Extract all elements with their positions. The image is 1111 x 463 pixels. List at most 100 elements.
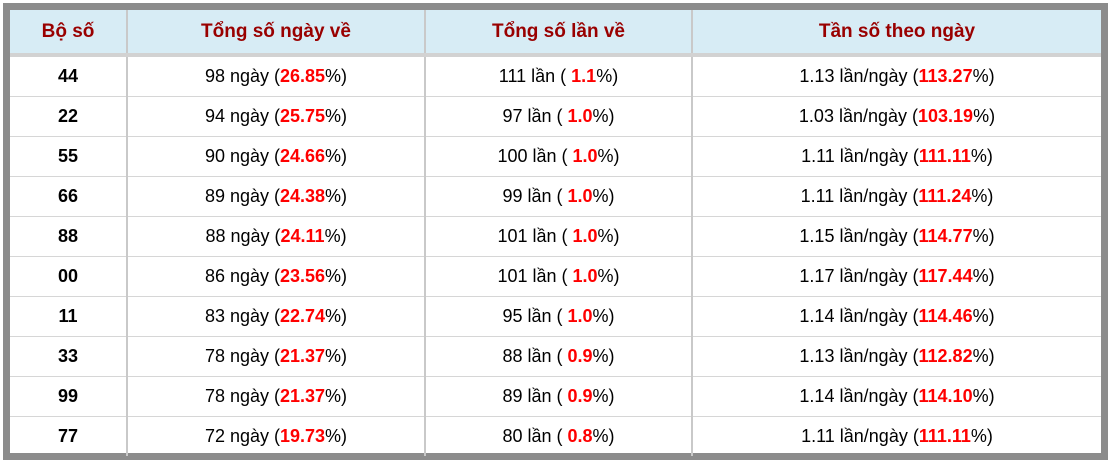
times-text: 99 lần ( — [502, 186, 568, 206]
days-text: 88 ngày ( — [205, 226, 281, 246]
days-text: 98 ngày ( — [204, 66, 280, 86]
cell-pair: 77 — [10, 417, 127, 457]
table-row: 55 90 ngày (24.66%) 100 lần ( 1.0%) 1.11… — [10, 136, 1101, 177]
percent-close: %) — [972, 66, 995, 86]
frequency-text: 1.11 lần/ngày ( — [800, 186, 919, 206]
frequency-percent: 114.10 — [918, 386, 973, 406]
times-text: 89 lần ( — [502, 386, 568, 406]
days-text: 72 ngày ( — [204, 426, 280, 446]
table-row: 66 89 ngày (24.38%) 99 lần ( 1.0%) 1.11 … — [10, 176, 1101, 217]
frequency-text: 1.17 lần/ngày ( — [799, 266, 919, 286]
percent-close: %) — [597, 226, 620, 246]
header-row: Bộ số Tổng số ngày về Tổng số lần về Tần… — [10, 10, 1101, 57]
times-percent: 0.9 — [567, 346, 593, 366]
percent-close: %) — [592, 386, 615, 406]
cell-frequency: 1.13 lần/ngày (113.27%) — [691, 55, 1101, 97]
cell-days: 83 ngày (22.74%) — [126, 296, 425, 337]
percent-close: %) — [972, 226, 995, 246]
days-percent: 21.37 — [280, 386, 326, 406]
frequency-percent: 117.44 — [918, 266, 973, 286]
percent-close: %) — [592, 426, 615, 446]
pair-value: 00 — [57, 266, 79, 286]
cell-frequency: 1.11 lần/ngày (111.11%) — [691, 416, 1101, 456]
frequency-percent: 114.77 — [918, 226, 973, 246]
times-percent: 1.0 — [572, 146, 598, 166]
percent-close: %) — [970, 426, 993, 446]
days-text: 89 ngày ( — [204, 186, 280, 206]
pair-value: 88 — [57, 226, 79, 246]
cell-times: 101 lần ( 1.0%) — [424, 256, 692, 297]
times-percent: 1.0 — [572, 266, 598, 286]
cell-times: 101 lần ( 1.0%) — [424, 216, 692, 257]
frequency-percent: 111.24 — [918, 186, 972, 206]
percent-close: %) — [325, 266, 348, 286]
times-text: 97 lần ( — [502, 106, 568, 126]
table-row: 77 72 ngày (19.73%) 80 lần ( 0.8%) 1.11 … — [10, 416, 1101, 457]
lottery-stats-table: Bộ số Tổng số ngày về Tổng số lần về Tần… — [10, 10, 1101, 456]
days-text: 94 ngày ( — [204, 106, 280, 126]
percent-close: %) — [972, 306, 995, 326]
percent-close: %) — [325, 346, 348, 366]
cell-frequency: 1.17 lần/ngày (117.44%) — [691, 256, 1101, 297]
cell-pair: 99 — [10, 376, 127, 417]
percent-close: %) — [592, 106, 615, 126]
pair-value: 55 — [57, 146, 79, 166]
percent-close: %) — [325, 66, 348, 86]
cell-frequency: 1.15 lần/ngày (114.77%) — [691, 216, 1101, 257]
cell-frequency: 1.11 lần/ngày (111.24%) — [691, 176, 1101, 217]
percent-close: %) — [324, 226, 347, 246]
times-percent: 1.0 — [567, 106, 593, 126]
pair-value: 77 — [57, 426, 79, 446]
percent-close: %) — [592, 186, 615, 206]
pair-value: 44 — [57, 66, 79, 86]
pair-value: 99 — [57, 386, 79, 406]
times-text: 88 lần ( — [502, 346, 568, 366]
stats-table-frame: Bộ số Tổng số ngày về Tổng số lần về Tần… — [3, 3, 1108, 460]
col-header-pair: Bộ số — [10, 10, 127, 57]
frequency-percent: 113.27 — [918, 66, 973, 86]
cell-days: 94 ngày (25.75%) — [126, 96, 425, 137]
times-percent: 1.0 — [567, 306, 593, 326]
frequency-text: 1.15 lần/ngày ( — [799, 226, 919, 246]
percent-close: %) — [970, 146, 993, 166]
table-row: 99 78 ngày (21.37%) 89 lần ( 0.9%) 1.14 … — [10, 376, 1101, 417]
cell-times: 97 lần ( 1.0%) — [424, 96, 692, 137]
frequency-percent: 112.82 — [918, 346, 973, 366]
times-percent: 1.1 — [571, 66, 597, 86]
cell-days: 86 ngày (23.56%) — [126, 256, 425, 297]
cell-days: 78 ngày (21.37%) — [126, 376, 425, 417]
days-percent: 24.66 — [280, 146, 326, 166]
percent-close: %) — [597, 266, 620, 286]
table-row: 44 98 ngày (26.85%) 111 lần ( 1.1%) 1.13… — [10, 55, 1101, 97]
pair-value: 66 — [57, 186, 79, 206]
percent-close: %) — [973, 106, 996, 126]
cell-frequency: 1.14 lần/ngày (114.10%) — [691, 376, 1101, 417]
times-percent: 1.0 — [567, 186, 593, 206]
cell-days: 90 ngày (24.66%) — [126, 136, 425, 177]
cell-pair: 00 — [10, 256, 127, 297]
days-percent: 23.56 — [280, 266, 326, 286]
days-text: 78 ngày ( — [204, 386, 280, 406]
cell-frequency: 1.14 lần/ngày (114.46%) — [691, 296, 1101, 337]
days-percent: 21.37 — [280, 346, 326, 366]
percent-close: %) — [325, 426, 348, 446]
cell-pair: 11 — [10, 296, 127, 337]
times-text: 101 lần ( — [497, 226, 573, 246]
percent-close: %) — [592, 346, 615, 366]
days-percent: 22.74 — [280, 306, 326, 326]
col-header-times: Tổng số lần về — [424, 10, 692, 57]
percent-close: %) — [325, 186, 348, 206]
cell-days: 89 ngày (24.38%) — [126, 176, 425, 217]
times-text: 100 lần ( — [497, 146, 573, 166]
percent-close: %) — [325, 306, 348, 326]
frequency-percent: 114.46 — [918, 306, 973, 326]
cell-pair: 44 — [10, 55, 127, 97]
cell-days: 72 ngày (19.73%) — [126, 416, 425, 456]
frequency-text: 1.11 lần/ngày ( — [801, 146, 919, 166]
percent-close: %) — [325, 386, 348, 406]
table-row: 00 86 ngày (23.56%) 101 lần ( 1.0%) 1.17… — [10, 256, 1101, 297]
frequency-text: 1.14 lần/ngày ( — [799, 306, 919, 326]
days-text: 90 ngày ( — [204, 146, 280, 166]
pair-value: 22 — [57, 106, 79, 126]
times-percent: 0.8 — [567, 426, 593, 446]
